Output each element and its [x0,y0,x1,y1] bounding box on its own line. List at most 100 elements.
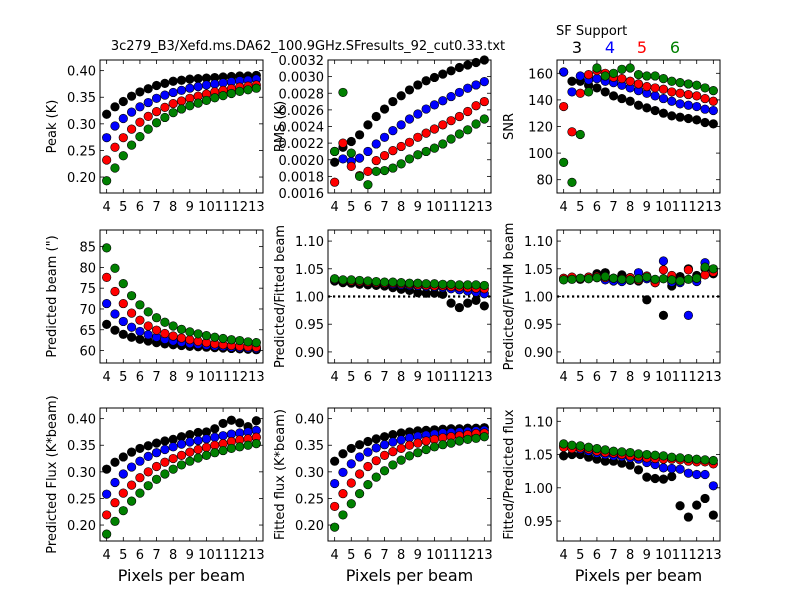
x-tick-label: 11 [443,370,460,385]
series-6 [102,83,261,186]
data-point [675,453,685,463]
data-point [218,333,228,344]
x-tick-label: 4 [560,370,568,385]
x-tick-label: 4 [331,200,339,215]
data-point [683,468,693,478]
y-tick-label: 60 [79,345,96,360]
data-point [404,154,415,164]
data-point [118,151,128,161]
data-point [160,78,170,89]
data-point [110,286,120,297]
x-tick-label: 9 [643,548,651,563]
y-tick-label: 0.30 [295,466,324,481]
data-point [363,276,373,286]
data-point [388,146,398,156]
panel-4: 4 5 6 7 8 9 10 11 12 13 60 65 70 75 80 85 Predicted beam… [45,229,265,385]
data-point [675,112,685,122]
data-point [330,501,340,512]
x-tick-label: 8 [169,548,177,563]
data-point [193,427,203,438]
data-point [151,313,162,323]
data-point [608,273,619,283]
data-point [379,277,390,287]
data-point [463,280,473,290]
panel-5: 4 5 6 7 8 9 10 11 12 13 0.90 0.95 1.00 1.05 1.10 Predic… [273,225,493,385]
data-point [118,488,128,498]
y-tick-label: 0.0024 [279,121,325,136]
data-point [346,275,356,285]
data-point [454,280,464,290]
data-point [363,120,373,130]
x-tick-label: 7 [609,548,617,563]
data-point [118,133,128,143]
data-point [388,96,398,107]
y-axis-label: Predicted/FWHM beam [502,223,517,371]
data-point [700,262,710,272]
data-point [127,462,137,472]
data-point [658,451,669,461]
data-point [168,464,178,474]
data-point [243,440,253,450]
y-tick-label: 1.05 [524,263,553,278]
data-point [559,67,569,77]
data-point [575,129,585,140]
data-point [471,433,481,443]
data-point [463,434,473,444]
y-tick-label: 1.10 [524,415,553,430]
data-point [151,448,162,458]
data-point [479,301,489,311]
data-point [338,489,348,499]
data-point [683,453,693,464]
data-point [355,469,365,479]
data-point [210,79,220,89]
y-tick-label: 85 [79,241,96,256]
data-point [708,85,718,96]
x-tick-label: 10 [655,548,672,563]
x-axis-label: Pixels per beam [346,566,473,585]
data-point [683,113,693,124]
x-tick-label: 5 [347,370,355,385]
data-point [235,442,245,452]
y-tick-label: 0.40 [67,65,96,80]
data-point [110,477,120,488]
data-point [118,279,128,289]
data-point [151,107,162,117]
data-point [479,77,489,87]
data-point [135,326,145,337]
data-point [110,309,120,319]
data-point [658,84,669,94]
y-tick-label: 0.0020 [279,154,325,169]
x-tick-label: 11 [215,548,232,563]
data-point [371,276,381,287]
y-tick-label: 0.25 [295,492,324,507]
data-point [176,104,187,114]
series-6 [330,87,489,190]
data-point [700,93,710,104]
data-point [396,435,406,445]
data-point [168,76,178,86]
data-point [118,298,128,309]
data-point [235,335,245,346]
data-point [446,438,456,448]
x-tick-label: 9 [186,200,194,215]
data-point [463,298,473,308]
y-tick-label: 100 [528,147,553,162]
data-point [388,460,398,470]
y-tick-label: 0.20 [295,519,324,534]
x-tick-label: 11 [672,548,689,563]
data-point [201,80,212,90]
data-point [102,272,112,282]
y-axis-label: Peak (K) [45,100,60,154]
data-point [692,101,702,112]
data-point [584,70,594,80]
x-tick-label: 9 [643,370,651,385]
y-axis-label: Predicted beam (") [45,235,60,357]
series-6 [330,432,489,532]
x-tick-label: 12 [231,548,248,563]
data-point [355,440,365,450]
data-point [151,118,162,128]
x-tick-label: 10 [198,200,215,215]
data-point [110,498,120,508]
x-tick-label: 12 [688,548,705,563]
series-5 [330,96,489,187]
